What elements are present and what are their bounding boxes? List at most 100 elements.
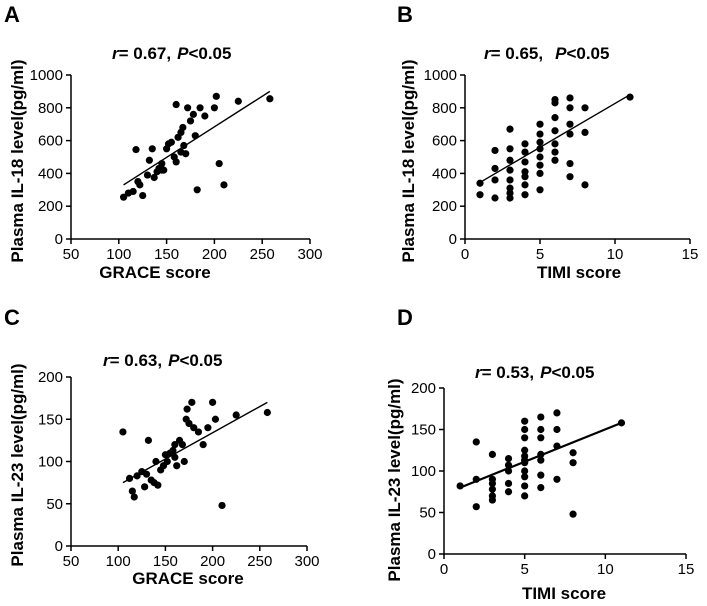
data-point-d xyxy=(553,409,561,417)
x-tick-label-c: 100 xyxy=(106,553,131,570)
data-point-b xyxy=(566,173,574,181)
data-point-a xyxy=(172,158,180,166)
y-tick-label-b: 400 xyxy=(432,165,457,182)
x-tick-label-c: 200 xyxy=(200,553,225,570)
data-point-d xyxy=(521,467,529,475)
x-tick-label-b: 5 xyxy=(536,246,544,263)
data-point-a xyxy=(150,173,158,182)
data-point-c xyxy=(209,398,217,406)
data-point-d xyxy=(521,425,529,434)
data-point-a xyxy=(172,100,180,109)
data-point-a xyxy=(129,187,137,196)
data-point-a xyxy=(212,92,220,100)
stat-r-d: r xyxy=(475,363,483,382)
data-point-d xyxy=(537,450,545,458)
data-point-b xyxy=(476,179,484,187)
x-tick-label-a: 150 xyxy=(154,246,179,263)
data-point-b xyxy=(536,186,544,194)
data-point-a xyxy=(210,104,218,112)
data-point-b xyxy=(521,140,529,148)
x-tick-label-a: 250 xyxy=(250,246,275,263)
data-point-c xyxy=(119,428,127,436)
x-tick-label-b: 10 xyxy=(607,246,624,263)
x-tick-label-a: 300 xyxy=(297,246,322,263)
data-point-a xyxy=(160,166,168,174)
data-point-b xyxy=(551,96,559,104)
data-point-a xyxy=(196,104,204,112)
x-tick-label-c: 300 xyxy=(294,553,319,570)
data-point-c xyxy=(169,446,177,455)
data-point-a xyxy=(136,181,144,189)
data-point-c xyxy=(190,424,198,432)
data-point-c xyxy=(178,441,186,449)
data-point-d xyxy=(472,503,480,511)
data-point-a xyxy=(145,156,153,164)
data-point-d xyxy=(537,484,545,492)
panel-d: D r= 0.53, P<0.05 TIMI score Plasma IL-23… xyxy=(385,305,694,603)
y-tick-label-a: 200 xyxy=(38,198,63,215)
data-point-c xyxy=(133,472,141,480)
data-point-b xyxy=(506,125,514,133)
data-point-d xyxy=(488,450,496,458)
stat-p-value-d: <0.05 xyxy=(551,363,594,382)
data-point-c xyxy=(171,453,179,461)
data-point-b xyxy=(536,161,544,169)
data-point-c xyxy=(130,493,138,501)
data-point-d xyxy=(504,488,513,496)
regression-line-c xyxy=(122,401,268,484)
data-point-b xyxy=(491,176,499,184)
data-point-a xyxy=(182,150,190,158)
x-axis-label-c: GRACE score xyxy=(132,569,243,588)
y-tick-label-a: 400 xyxy=(38,165,63,182)
data-point-c xyxy=(171,441,179,449)
data-point-a xyxy=(189,110,197,118)
data-point-d xyxy=(553,475,561,483)
data-point-a xyxy=(139,191,147,200)
data-point-d xyxy=(521,482,529,490)
data-point-a xyxy=(215,159,223,168)
y-tick-label-b: 800 xyxy=(432,100,457,117)
data-point-d xyxy=(488,492,496,500)
x-tick-label-b: 0 xyxy=(461,246,469,263)
x-tick-label-d: 5 xyxy=(520,561,528,578)
data-point-b xyxy=(506,145,514,153)
data-point-d xyxy=(617,419,626,427)
data-point-c xyxy=(263,408,271,417)
data-point-a xyxy=(184,104,192,112)
panel-letter-a: A xyxy=(4,2,20,27)
data-point-c xyxy=(211,415,220,423)
data-point-a xyxy=(191,132,199,140)
data-point-a xyxy=(186,117,195,125)
stat-r-value-c: = 0.63, xyxy=(110,351,162,370)
stat-r-b: r xyxy=(484,44,492,63)
y-axis-label-c: Plasma IL-23 level(pg/ml) xyxy=(8,363,27,566)
data-point-b xyxy=(536,145,544,153)
y-tick-label-b: 0 xyxy=(449,231,457,248)
data-point-c xyxy=(142,470,151,478)
data-point-b xyxy=(566,120,574,128)
data-point-b xyxy=(566,94,574,102)
y-tick-label-c: 0 xyxy=(55,538,63,555)
y-tick-label-b: 1000 xyxy=(424,67,457,84)
stat-text-b: r= 0.65, P<0.05 xyxy=(484,44,609,63)
panel-letter-c: C xyxy=(4,305,20,330)
data-point-c xyxy=(199,441,207,449)
stat-text-d: r= 0.53, P<0.05 xyxy=(475,363,594,382)
data-point-b xyxy=(491,146,499,155)
data-point-c xyxy=(152,457,160,466)
data-point-b xyxy=(521,173,529,181)
data-point-b xyxy=(536,153,544,161)
y-tick-label-c: 100 xyxy=(38,454,63,471)
data-point-b xyxy=(551,114,559,122)
y-tick-label-b: 200 xyxy=(432,198,457,215)
data-point-d xyxy=(472,438,480,446)
y-axis-label-a: Plasma IL-18 level(pg/ml) xyxy=(8,59,27,262)
stat-text-c: r= 0.63, P<0.05 xyxy=(103,351,222,370)
x-tick-label-c: 150 xyxy=(153,553,178,570)
data-point-d xyxy=(553,425,561,434)
data-point-a xyxy=(266,95,274,103)
y-tick-label-d: 150 xyxy=(411,422,436,439)
data-point-a xyxy=(234,97,242,105)
data-point-a xyxy=(193,186,201,194)
